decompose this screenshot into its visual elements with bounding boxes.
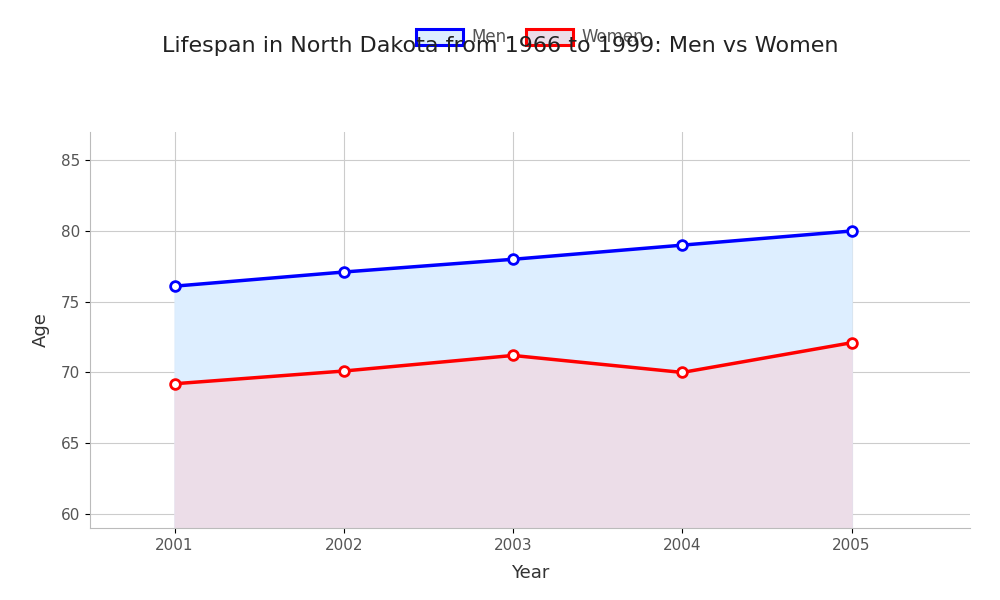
Legend: Men, Women: Men, Women [409,22,651,53]
X-axis label: Year: Year [511,564,549,582]
Y-axis label: Age: Age [32,313,50,347]
Text: Lifespan in North Dakota from 1966 to 1999: Men vs Women: Lifespan in North Dakota from 1966 to 19… [162,36,838,56]
